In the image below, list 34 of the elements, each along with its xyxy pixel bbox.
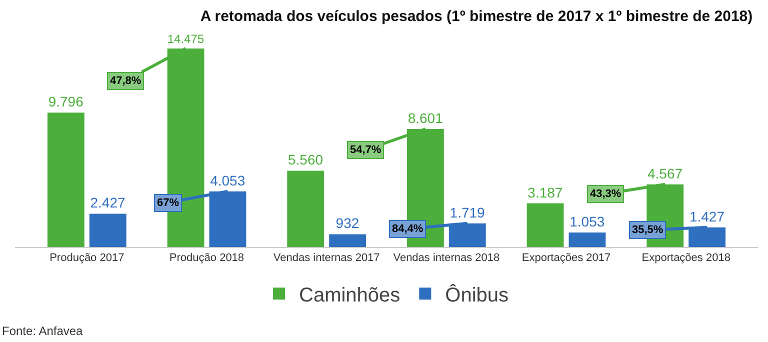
annotation: 54,7% <box>350 144 382 156</box>
data-label: 3.187 <box>528 184 563 200</box>
x-tick-label: Exportações 2018 <box>642 252 730 264</box>
data-label: 5.560 <box>288 152 324 168</box>
source-note: Fonte: Anfavea <box>2 324 84 338</box>
bar <box>89 214 126 247</box>
data-label: 1.053 <box>570 214 605 230</box>
data-label: 8.601 <box>408 110 444 126</box>
x-tick-label: Produção 2018 <box>169 252 244 264</box>
data-label: 2.427 <box>90 194 126 211</box>
annotation: 43,3% <box>590 188 622 200</box>
data-label: 932 <box>336 215 360 232</box>
legend-label: Caminhões <box>299 284 400 306</box>
bar <box>568 232 606 247</box>
x-tick-label: Exportações 2017 <box>522 252 611 264</box>
bar <box>329 234 366 247</box>
data-label: 1.719 <box>450 204 486 220</box>
x-tick-label: Vendas internas 2018 <box>393 252 500 264</box>
data-label: 9.796 <box>48 94 84 110</box>
annotation: 67% <box>157 197 180 209</box>
data-label: 1.427 <box>689 208 725 224</box>
legend-label: Ônibus <box>445 283 509 306</box>
chart-title: A retomada dos veículos pesados (1º bimestre de 2017 x 1º bimestre de 2018) <box>200 8 753 25</box>
data-label: 4.567 <box>648 165 683 182</box>
data-label: 4.053 <box>210 172 246 188</box>
data-label: 14.475 <box>167 32 204 46</box>
annotation: 47,8% <box>110 75 142 87</box>
x-tick-label: Produção 2017 <box>50 252 124 264</box>
bar <box>526 203 564 247</box>
annotation: 84,4% <box>392 223 424 235</box>
x-tick-label: Vendas internas 2017 <box>273 252 380 264</box>
bar <box>47 112 84 247</box>
bar <box>287 170 324 247</box>
annotation: 35,5% <box>632 224 664 236</box>
